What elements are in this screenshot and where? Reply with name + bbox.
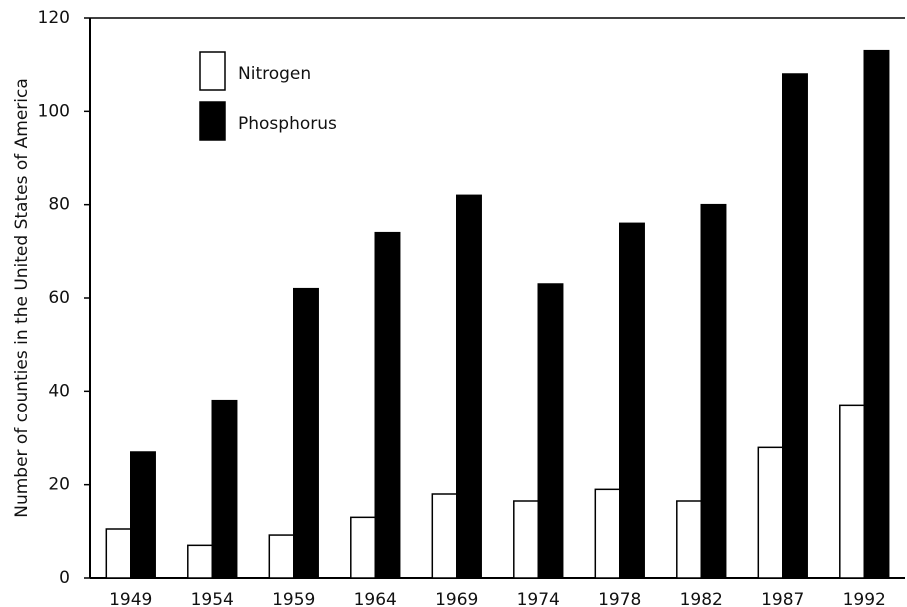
legend-label: Phosphorus bbox=[238, 114, 337, 134]
x-tick-label: 1982 bbox=[680, 590, 723, 607]
x-tick-label: 1969 bbox=[435, 590, 478, 607]
bar bbox=[782, 73, 808, 579]
y-tick-label: 100 bbox=[38, 101, 70, 121]
x-tick-label: 1954 bbox=[191, 590, 234, 607]
bar bbox=[431, 493, 458, 579]
bar bbox=[187, 544, 214, 579]
bar bbox=[105, 528, 132, 579]
legend-swatch bbox=[199, 101, 226, 141]
bar bbox=[537, 283, 564, 579]
y-tick-label: 40 bbox=[48, 381, 70, 401]
bar bbox=[211, 399, 238, 579]
bar bbox=[130, 451, 156, 579]
bar bbox=[293, 287, 319, 579]
y-tick-label: 60 bbox=[48, 288, 70, 308]
x-tick-label: 1964 bbox=[354, 590, 397, 607]
bar bbox=[619, 222, 645, 579]
bar bbox=[594, 488, 621, 579]
bar bbox=[757, 446, 784, 579]
bar bbox=[350, 516, 376, 579]
legend-swatch bbox=[199, 51, 226, 91]
x-tick-label: 1987 bbox=[761, 590, 804, 607]
bar bbox=[513, 500, 539, 579]
y-tick-label: 80 bbox=[48, 195, 70, 215]
y-tick-label: 0 bbox=[59, 568, 70, 588]
bar bbox=[700, 203, 727, 579]
bar bbox=[374, 231, 401, 579]
legend-label: Nitrogen bbox=[238, 64, 311, 84]
bar bbox=[456, 194, 482, 579]
x-tick-label: 1949 bbox=[109, 590, 152, 607]
y-tick-label: 120 bbox=[38, 8, 70, 28]
bar bbox=[863, 49, 890, 579]
x-tick-label: 1992 bbox=[843, 590, 886, 607]
y-axis-label: Number of counties in the United States … bbox=[12, 78, 32, 518]
x-tick-label: 1959 bbox=[272, 590, 315, 607]
y-tick-label: 20 bbox=[48, 475, 70, 495]
bar bbox=[268, 534, 295, 579]
bar bbox=[676, 500, 702, 579]
x-tick-label: 1978 bbox=[598, 590, 641, 607]
bar bbox=[839, 404, 865, 579]
x-tick-label: 1974 bbox=[517, 590, 560, 607]
